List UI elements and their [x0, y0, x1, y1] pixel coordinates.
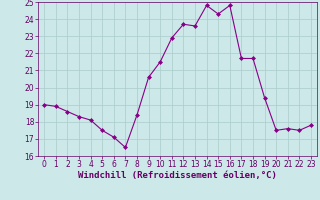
X-axis label: Windchill (Refroidissement éolien,°C): Windchill (Refroidissement éolien,°C): [78, 171, 277, 180]
